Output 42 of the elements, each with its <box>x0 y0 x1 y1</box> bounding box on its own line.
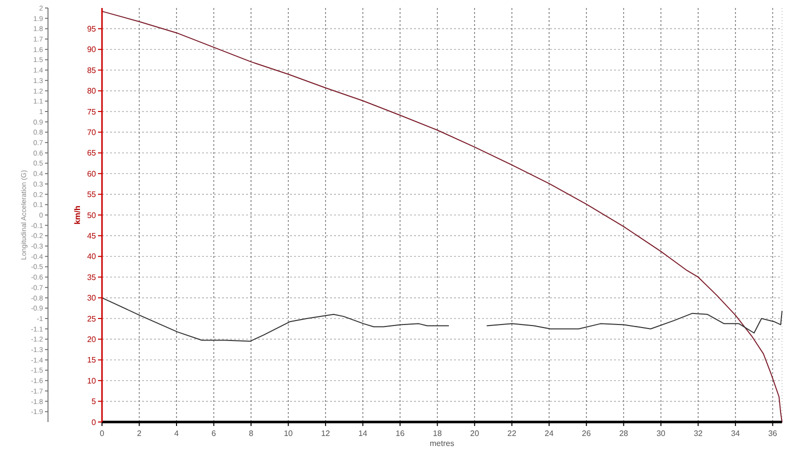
x-tick-label: 20 <box>470 429 480 438</box>
y-tick-label: 35 <box>87 272 97 282</box>
x-tick-label: 30 <box>656 429 666 438</box>
x-tick-label: 4 <box>174 429 180 438</box>
y-tick-label: 20 <box>87 335 97 344</box>
x-tick-label: 6 <box>212 429 217 438</box>
y-tick-label: 10 <box>87 376 97 386</box>
x-tick-label: 26 <box>582 429 592 438</box>
y-tick-label: 5 <box>92 397 97 406</box>
y-tick-label: 25 <box>87 314 97 324</box>
y-tick-label: 40 <box>87 252 97 262</box>
x-tick-label: 22 <box>507 429 517 438</box>
x-tick-label: 36 <box>768 429 778 438</box>
x-tick-label: 18 <box>432 429 442 438</box>
y-tick-label: 90 <box>87 45 97 54</box>
x-tick-label: 24 <box>544 429 554 438</box>
y-tick-label: 60 <box>87 169 97 178</box>
x-tick-label: 10 <box>284 429 294 438</box>
x-tick-label: 34 <box>730 429 740 438</box>
x-tick-label: 16 <box>396 429 406 438</box>
y-tick-label: 70 <box>87 128 97 137</box>
y-tick-label: 15 <box>87 356 97 365</box>
y-tick-label: 45 <box>87 232 97 240</box>
x-tick-label: 12 <box>321 429 331 438</box>
x-tick-label: 28 <box>619 429 629 438</box>
y-tick-label: 75 <box>87 107 97 116</box>
y-tick-label: 0 <box>92 418 97 427</box>
y-tick-label: 65 <box>87 148 97 158</box>
x-tick-label: 2 <box>137 429 142 438</box>
line-series <box>102 10 782 422</box>
x-tick-label: 0 <box>100 429 105 438</box>
y-tick-label: 95 <box>87 24 97 34</box>
y-tick-label: 85 <box>87 66 97 75</box>
y-axis-title: km/h <box>73 206 82 224</box>
y-tick-label: 50 <box>87 210 97 220</box>
x-tick-label: 32 <box>694 429 704 438</box>
x-tick-label: 14 <box>358 429 368 438</box>
y-tick-label: 55 <box>87 190 97 200</box>
y-tick-label: 80 <box>87 86 97 96</box>
y-tick-label: 30 <box>87 294 97 303</box>
x-tick-label: 8 <box>248 429 254 438</box>
x-axis-title: metres <box>430 439 454 448</box>
